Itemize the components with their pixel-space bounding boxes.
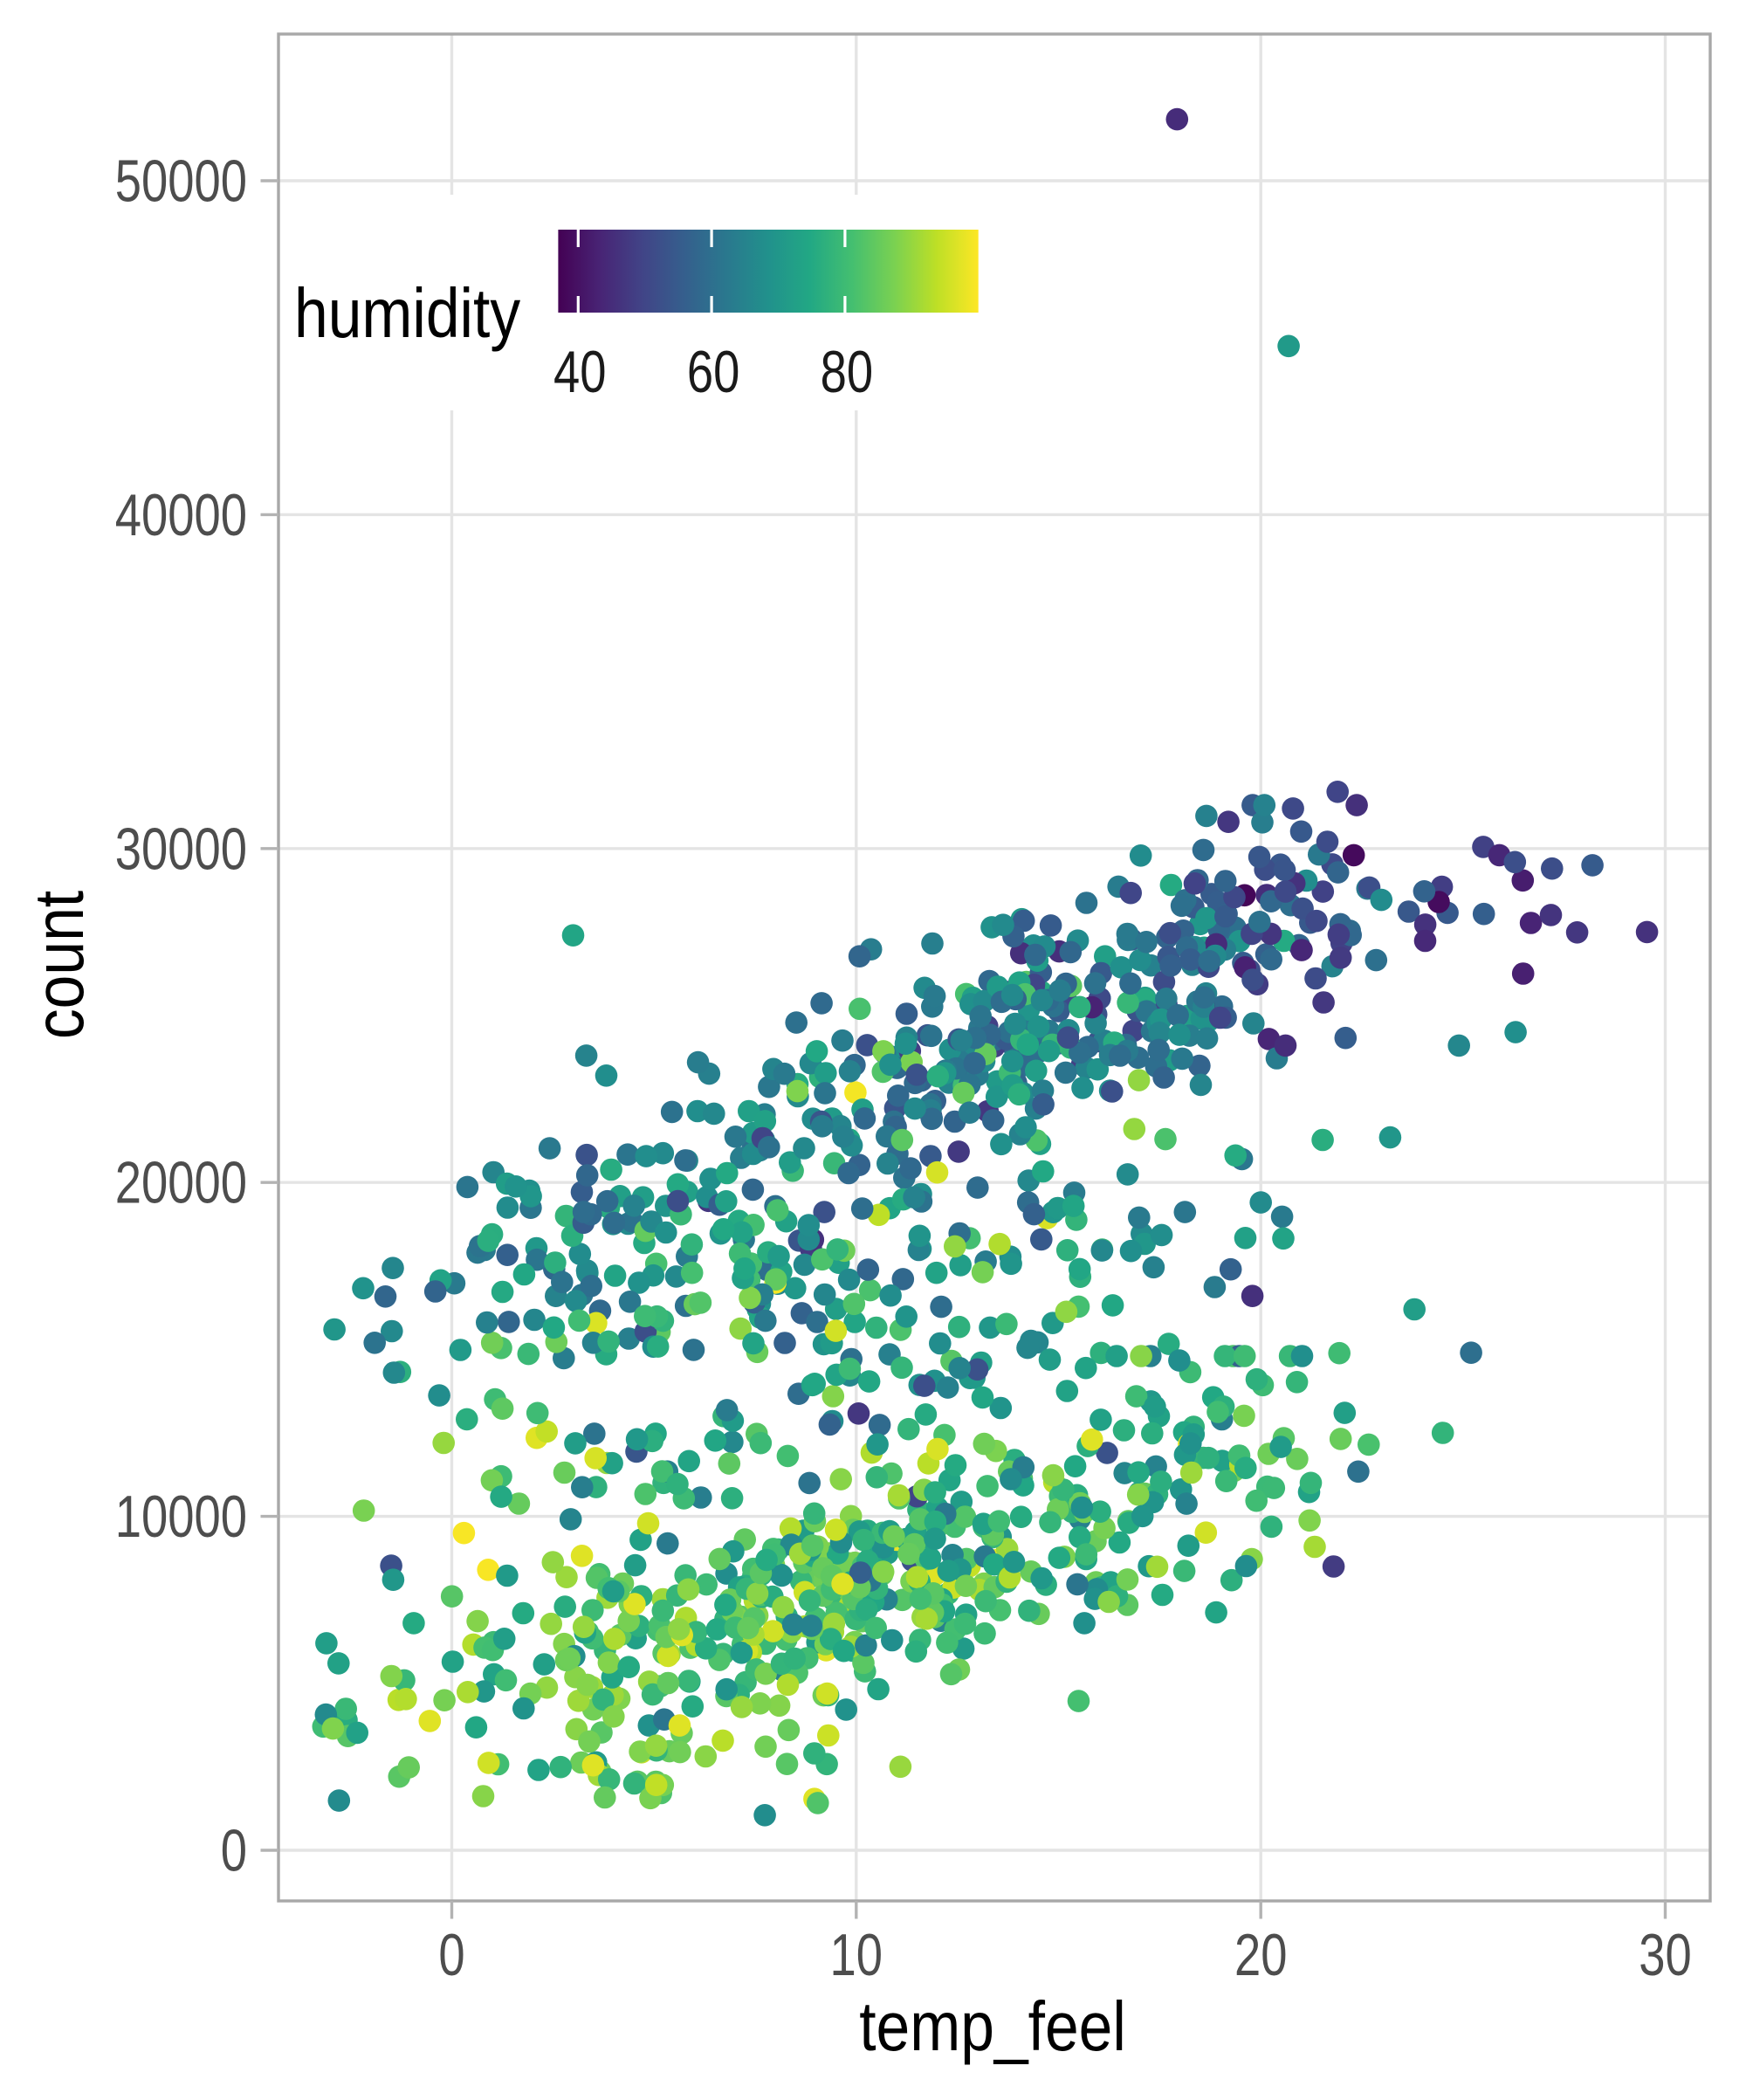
svg-text:0: 0 (438, 1922, 464, 1988)
svg-text:40000: 40000 (115, 482, 247, 548)
svg-text:50000: 50000 (115, 148, 247, 215)
svg-text:10: 10 (830, 1922, 883, 1988)
svg-text:10000: 10000 (115, 1484, 247, 1550)
svg-text:humidity: humidity (294, 273, 521, 352)
svg-text:40: 40 (553, 339, 607, 405)
svg-text:temp_feel: temp_feel (859, 1986, 1126, 2065)
svg-text:30000: 30000 (115, 816, 247, 883)
svg-text:20000: 20000 (115, 1150, 247, 1216)
svg-text:30: 30 (1639, 1922, 1692, 1988)
svg-text:80: 80 (821, 339, 874, 405)
svg-text:0: 0 (221, 1818, 247, 1884)
svg-text:count: count (19, 891, 98, 1039)
svg-text:60: 60 (687, 339, 740, 405)
svg-text:20: 20 (1234, 1922, 1288, 1988)
